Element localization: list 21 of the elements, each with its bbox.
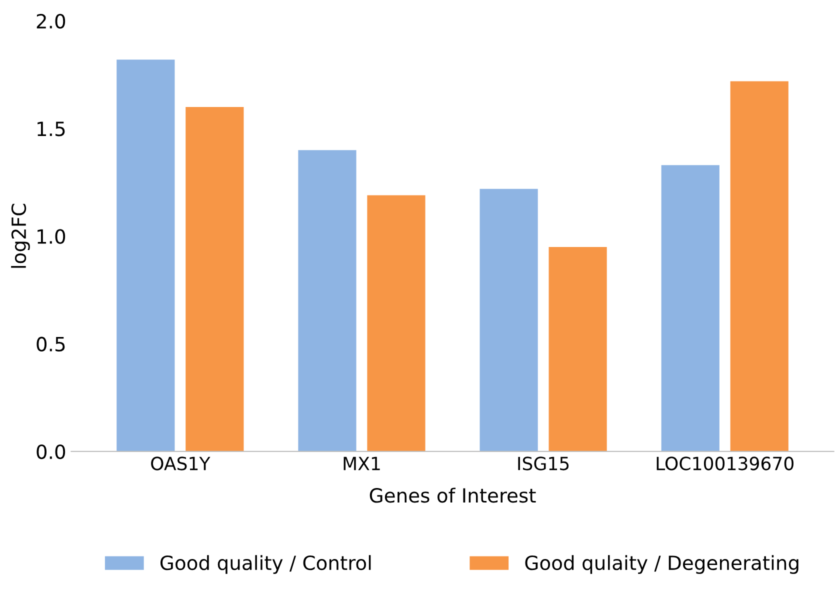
bar — [298, 150, 356, 452]
x-tick-label: OAS1Y — [151, 456, 210, 470]
legend-label: Good qulaity / Degenerating — [525, 555, 798, 574]
x-axis-title: Genes of Interest — [370, 488, 536, 503]
legend-label: Good quality / Control — [160, 555, 371, 574]
y-axis-title: log2FC — [11, 204, 30, 268]
y-tick-label: 1.5 — [38, 122, 65, 136]
bar — [186, 107, 244, 452]
bar — [661, 165, 720, 452]
bar — [367, 195, 426, 452]
y-tick-label: 0.5 — [36, 336, 65, 352]
x-tick-label: MX1 — [344, 456, 380, 470]
y-tick-label: 2.0 — [36, 14, 66, 29]
x-tick-label: LOC100139670 — [656, 456, 794, 470]
bar — [116, 60, 175, 452]
x-tick-label: ISG15 — [518, 456, 569, 470]
y-tick-label: 1.0 — [38, 229, 66, 244]
bar — [480, 188, 538, 452]
bar — [730, 81, 788, 452]
bar — [548, 246, 607, 452]
y-tick-label: 0.0 — [36, 444, 66, 460]
